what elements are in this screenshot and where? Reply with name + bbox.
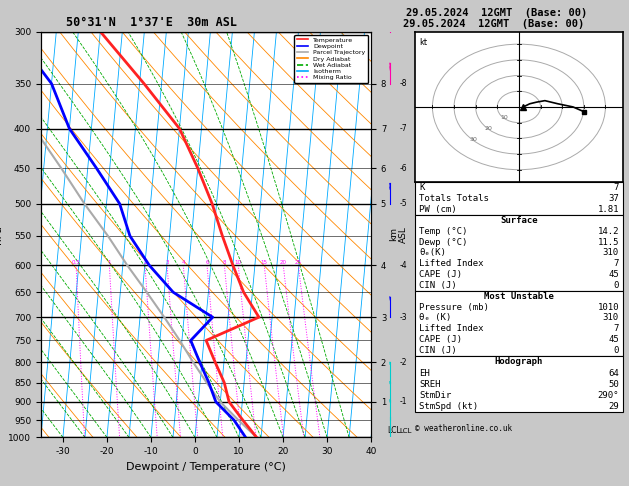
Text: 50°31'N  1°37'E  30m ASL: 50°31'N 1°37'E 30m ASL xyxy=(66,16,237,29)
Text: 7: 7 xyxy=(613,259,619,268)
Text: Totals Totals: Totals Totals xyxy=(419,194,489,203)
Text: 2: 2 xyxy=(143,260,147,265)
Text: 8: 8 xyxy=(223,260,226,265)
Text: 4: 4 xyxy=(182,260,185,265)
Text: 10: 10 xyxy=(235,260,242,265)
Legend: Temperature, Dewpoint, Parcel Trajectory, Dry Adiabat, Wet Adiabat, Isotherm, Mi: Temperature, Dewpoint, Parcel Trajectory… xyxy=(294,35,368,83)
Text: EH: EH xyxy=(419,368,430,378)
Text: 0.5: 0.5 xyxy=(72,260,81,265)
Text: 64: 64 xyxy=(608,368,619,378)
Text: 3: 3 xyxy=(165,260,169,265)
Text: -6: -6 xyxy=(399,164,407,173)
Text: 29.05.2024  12GMT  (Base: 00): 29.05.2024 12GMT (Base: 00) xyxy=(406,8,587,18)
Text: 29: 29 xyxy=(608,402,619,411)
Text: 7: 7 xyxy=(613,183,619,192)
Text: -5: -5 xyxy=(399,199,407,208)
Text: 25: 25 xyxy=(295,260,302,265)
Text: -4: -4 xyxy=(399,260,407,270)
Text: Surface: Surface xyxy=(500,216,538,225)
Text: θₑ (K): θₑ (K) xyxy=(419,313,451,323)
Y-axis label: km
ASL: km ASL xyxy=(389,226,408,243)
Text: -8: -8 xyxy=(399,79,407,88)
Text: 310: 310 xyxy=(603,248,619,258)
Text: 15: 15 xyxy=(261,260,268,265)
Text: 45: 45 xyxy=(608,335,619,345)
Text: 290°: 290° xyxy=(598,391,619,400)
Text: kt: kt xyxy=(420,38,428,47)
Text: 1010: 1010 xyxy=(598,302,619,312)
Text: 1: 1 xyxy=(108,260,111,265)
Text: Lifted Index: Lifted Index xyxy=(419,259,484,268)
Text: 6: 6 xyxy=(205,260,209,265)
Text: Lifted Index: Lifted Index xyxy=(419,324,484,333)
Text: 30: 30 xyxy=(470,138,477,142)
Text: CAPE (J): CAPE (J) xyxy=(419,335,462,345)
Text: 310: 310 xyxy=(603,313,619,323)
Text: 0: 0 xyxy=(613,346,619,355)
Text: SREH: SREH xyxy=(419,380,440,389)
Text: PW (cm): PW (cm) xyxy=(419,205,457,214)
X-axis label: Dewpoint / Temperature (°C): Dewpoint / Temperature (°C) xyxy=(126,462,286,472)
Text: 20: 20 xyxy=(485,126,493,131)
Text: -3: -3 xyxy=(399,312,407,322)
Text: Dewp (°C): Dewp (°C) xyxy=(419,238,467,247)
Text: Hodograph: Hodograph xyxy=(495,357,543,366)
Text: 20: 20 xyxy=(280,260,287,265)
Text: 29.05.2024  12GMT  (Base: 00): 29.05.2024 12GMT (Base: 00) xyxy=(403,19,584,29)
Text: LCL: LCL xyxy=(399,428,412,434)
Text: -2: -2 xyxy=(399,358,407,367)
Text: 14.2: 14.2 xyxy=(598,227,619,236)
Text: CIN (J): CIN (J) xyxy=(419,281,457,290)
Text: 50: 50 xyxy=(608,380,619,389)
Text: 0: 0 xyxy=(613,281,619,290)
Text: 11.5: 11.5 xyxy=(598,238,619,247)
Text: CAPE (J): CAPE (J) xyxy=(419,270,462,279)
Text: Temp (°C): Temp (°C) xyxy=(419,227,467,236)
Text: StmDir: StmDir xyxy=(419,391,451,400)
Text: -1: -1 xyxy=(399,398,407,406)
Text: 10: 10 xyxy=(500,115,508,121)
Text: 37: 37 xyxy=(608,194,619,203)
Text: 45: 45 xyxy=(608,270,619,279)
Text: 1.81: 1.81 xyxy=(598,205,619,214)
Text: © weatheronline.co.uk: © weatheronline.co.uk xyxy=(415,424,512,434)
Text: K: K xyxy=(419,183,425,192)
Text: StmSpd (kt): StmSpd (kt) xyxy=(419,402,478,411)
Text: Pressure (mb): Pressure (mb) xyxy=(419,302,489,312)
Y-axis label: hPa: hPa xyxy=(0,225,3,244)
Text: θₑ(K): θₑ(K) xyxy=(419,248,446,258)
Text: LCL: LCL xyxy=(387,426,401,435)
Text: 7: 7 xyxy=(613,324,619,333)
Text: Most Unstable: Most Unstable xyxy=(484,292,554,301)
Text: -7: -7 xyxy=(399,124,407,133)
Text: CIN (J): CIN (J) xyxy=(419,346,457,355)
